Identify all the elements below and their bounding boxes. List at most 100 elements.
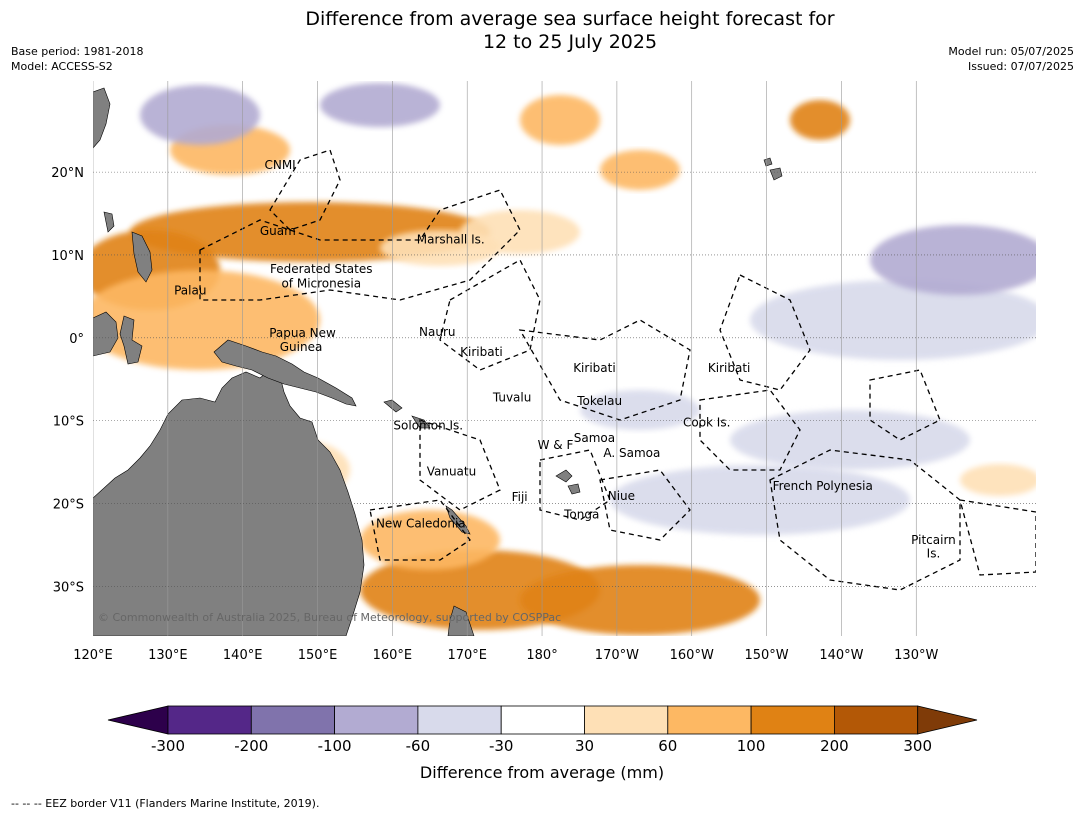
longitude-tick-label: 140°E [223,648,263,663]
place-label: Fiji [512,490,528,504]
place-label: Kiribati [708,361,750,375]
colorbar-bin [834,705,919,735]
colorbar-tick-label: -300 [151,737,185,755]
solomon-islands-landmass [383,399,431,429]
colorbar-tick-label: 30 [575,737,594,755]
place-label: Cook Is. [683,415,730,429]
longitude-tick-label: 130°W [894,648,938,663]
colorbar-tick-label: 200 [820,737,849,755]
colorbar-tick-label: -100 [318,737,352,755]
colorbar-tick-label: 60 [658,737,677,755]
australia-landmass [93,367,365,636]
anomaly-patch [870,225,1036,295]
place-label: Tuvalu [492,391,532,405]
anomaly-patch [600,150,680,190]
eez-border [518,319,691,421]
eez-border [269,149,341,231]
eez-border [719,274,811,391]
sulawesi-landmass [119,315,143,365]
issued-text: Issued: 07/07/2025 [967,60,1074,73]
longitude-tick-label: 170°E [447,648,487,663]
colorbar-bin [334,705,419,735]
anomaly-patch [730,410,970,470]
base-period-text: Base period: 1981-2018 [11,45,144,58]
place-label: W & F [538,438,574,452]
anomaly-patch [610,465,910,535]
philippines-landmass [93,87,153,283]
colorbar-low-extend [107,705,169,735]
place-label: Papua New [269,326,336,340]
anomaly-patch [750,280,1036,360]
anomaly-patch [140,85,260,145]
colorbar-tick-label: -60 [406,737,431,755]
eez-border [539,449,611,521]
place-label: Is. [927,546,941,560]
latitude-tick-label: 20°S [53,497,84,512]
chart-title: Difference from average sea surface heig… [0,8,1085,54]
metadata-left: Base period: 1981-2018 Model: ACCESS-S2 [11,44,143,74]
colorbar-tick-label: 100 [737,737,766,755]
model-run-text: Model run: 05/07/2025 [948,45,1074,58]
colorbar-tick-label: 300 [903,737,932,755]
colorbar-high-extend [917,705,978,735]
colorbar-bin [667,705,752,735]
eez-border [959,499,1036,576]
place-label: Guam [260,224,296,238]
graticule [93,81,1036,636]
eez-border [369,499,471,561]
place-label: French Polynesia [773,479,873,493]
new-guinea-landmass [213,339,357,407]
colorbar-bin [250,705,336,735]
place-label: Vanuatu [427,464,477,478]
place-label: New Caledonia [376,516,466,530]
fiji-landmass [555,469,581,495]
place-label: Marshall Is. [417,232,485,246]
anomaly-patch [520,95,600,145]
place-label: of Micronesia [281,276,361,290]
place-label: Tokelau [576,394,622,408]
latitude-tick-label: 10°N [51,249,84,264]
longitude-tick-label: 130°E [148,648,188,663]
place-label: Solomon Is. [393,419,463,433]
latitude-tick-label: 30°S [53,580,84,595]
hawaii-landmass [763,157,783,181]
longitude-tick-label: 150°W [744,648,788,663]
latitude-tick-label: 20°N [51,166,84,181]
latitude-tick-label: 0° [69,332,84,347]
colorbar-label: Difference from average (mm) [420,763,664,782]
eez-border [419,419,501,511]
place-label: Pitcairn [911,533,956,547]
place-label: Palau [174,284,206,298]
colorbar-tick-label: -30 [489,737,514,755]
place-label: Federated States [270,262,372,276]
place-label: Guinea [280,340,323,354]
new-caledonia-landmass [445,505,471,535]
anomaly-field [93,83,1036,635]
anomaly-patch [580,390,700,430]
eez-border [699,389,801,471]
longitude-tick-label: 140°W [819,648,863,663]
axis-labels: 120°E 130°E 140°E 150°E 160°E 170°E 180° 170°W 1… [51,166,938,663]
anomaly-patch [520,565,760,635]
place-label: Niue [608,489,635,503]
place-label: Kiribati [573,361,615,375]
model-text: Model: ACCESS-S2 [11,60,113,73]
title-line-1: Difference from average sea surface heig… [305,8,835,30]
longitude-tick-label: 150°E [298,648,338,663]
anomaly-patch [93,270,320,370]
latitude-tick-label: 10°S [53,415,84,430]
colorbar-tick-label: -200 [234,737,268,755]
copyright-text: © Commonwealth of Australia 2025, Bureau… [98,611,561,624]
metadata-right: Model run: 05/07/2025 Issued: 07/07/2025 [948,44,1074,74]
colorbar-bin [167,705,252,735]
eez-border [769,449,961,591]
colorbar-bin [500,705,585,735]
longitude-tick-label: 120°E [73,648,113,663]
colorbar-bin [750,705,835,735]
longitude-tick-label: 160°E [373,648,413,663]
place-label: Nauru [419,325,455,339]
anomaly-patch [320,83,440,127]
